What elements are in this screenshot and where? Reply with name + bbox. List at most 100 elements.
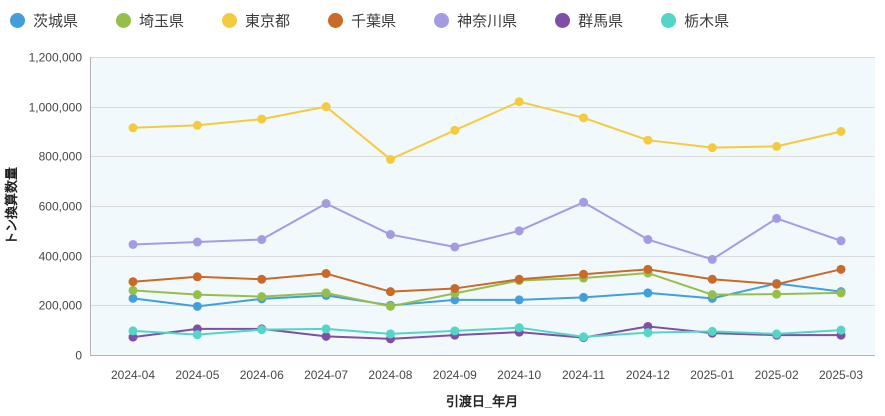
data-point[interactable] [257,235,267,245]
data-point[interactable] [128,332,138,342]
data-point[interactable] [450,295,460,305]
y-tick-label: 1,000,000 [29,101,83,115]
data-point[interactable] [643,288,653,298]
data-point[interactable] [579,292,589,302]
data-point[interactable] [514,97,524,107]
series-栃木県 [128,323,846,342]
y-tick-label: 600,000 [39,200,83,214]
data-point[interactable] [128,285,138,295]
data-point[interactable] [257,114,267,124]
data-point[interactable] [707,290,717,300]
data-point[interactable] [128,239,138,249]
data-point[interactable] [836,127,846,136]
data-point[interactable] [192,272,202,282]
data-point[interactable] [321,324,331,334]
data-point[interactable] [836,288,846,298]
x-axis-title: 引渡日_年月 [446,394,518,409]
data-point[interactable] [128,123,138,133]
data-point[interactable] [450,242,460,252]
legend-item[interactable]: 埼玉県 [116,10,184,31]
legend-item[interactable]: 茨城県 [10,10,78,31]
x-tick-label: 2024-04 [111,368,155,382]
data-point[interactable] [514,274,524,284]
data-point[interactable] [192,120,202,130]
data-point[interactable] [643,321,653,331]
data-point[interactable] [579,332,589,342]
data-point[interactable] [385,230,395,240]
data-point[interactable] [579,197,589,207]
data-point[interactable] [514,295,524,305]
data-point[interactable] [643,135,653,145]
data-point[interactable] [385,329,395,339]
data-point[interactable] [385,287,395,297]
data-point[interactable] [579,269,589,279]
series-神奈川県 [128,197,846,264]
x-tick-label: 2025-03 [819,368,863,382]
legend-item[interactable]: 神奈川県 [434,10,517,31]
data-point[interactable] [707,326,717,336]
x-tick-label: 2024-10 [497,368,541,382]
legend-label: 神奈川県 [457,12,518,30]
data-point[interactable] [450,283,460,293]
line-chart: 0 200,000 400,000 600,000 800,000 1,000,000 1,… [4,51,875,409]
legend-color-dot [555,12,571,28]
legend-item[interactable]: 群馬県 [555,10,623,31]
data-point[interactable] [385,301,395,311]
data-point[interactable] [836,264,846,274]
legend-label: 栃木県 [684,12,730,30]
x-axis-tick-labels: 2024-04 2024-05 2024-06 2024-07 2024-08 2024-… [111,368,863,382]
data-point[interactable] [836,325,846,335]
series-group [128,97,846,344]
data-point[interactable] [192,301,202,311]
data-point[interactable] [450,125,460,135]
data-point[interactable] [321,288,331,298]
data-point[interactable] [514,226,524,236]
data-point[interactable] [707,274,717,284]
data-point[interactable] [257,292,267,302]
data-point[interactable] [257,325,267,335]
data-point[interactable] [321,269,331,279]
y-tick-label: 400,000 [39,250,83,264]
data-point[interactable] [579,113,589,123]
legend-item[interactable]: 東京都 [222,10,290,31]
legend-label: 茨城県 [33,12,79,30]
data-point[interactable] [772,213,782,223]
data-point[interactable] [321,331,331,341]
data-point[interactable] [643,328,653,338]
data-point[interactable] [128,293,138,303]
data-point[interactable] [192,290,202,300]
x-tick-label: 2024-11 [562,368,605,382]
series-千葉県 [128,264,846,297]
legend-color-dot [10,12,25,28]
legend-item[interactable]: 千葉県 [328,10,396,31]
data-point[interactable] [707,254,717,264]
data-point[interactable] [321,102,331,112]
data-point[interactable] [772,289,782,299]
data-point[interactable] [772,329,782,339]
y-axis-title: トン換算数量 [4,167,19,245]
x-tick-label: 2024-07 [304,368,348,382]
data-point[interactable] [707,143,717,153]
data-point[interactable] [192,330,202,340]
chart-area: 0 200,000 400,000 600,000 800,000 1,000,000 1,… [0,40,885,416]
data-point[interactable] [772,141,782,151]
data-point[interactable] [128,326,138,336]
y-axis-tick-labels: 0 200,000 400,000 600,000 800,000 1,000,000 1,… [29,51,83,363]
legend-color-dot [434,12,450,28]
data-point[interactable] [836,236,846,246]
data-point[interactable] [192,237,202,247]
data-point[interactable] [128,277,138,287]
data-point[interactable] [643,235,653,245]
data-point[interactable] [643,264,653,274]
data-point[interactable] [772,279,782,289]
data-point[interactable] [257,274,267,284]
x-tick-label: 2025-01 [690,368,734,382]
data-point[interactable] [450,326,460,336]
data-point[interactable] [514,323,524,333]
legend: 茨城県 埼玉県 東京都 千葉県 神奈川県 群馬県 栃木県 [0,0,885,40]
data-point[interactable] [321,199,331,209]
data-point[interactable] [385,154,395,164]
legend-item[interactable]: 栃木県 [661,10,729,31]
legend-color-dot [222,12,238,28]
legend-label: 埼玉県 [139,12,185,30]
